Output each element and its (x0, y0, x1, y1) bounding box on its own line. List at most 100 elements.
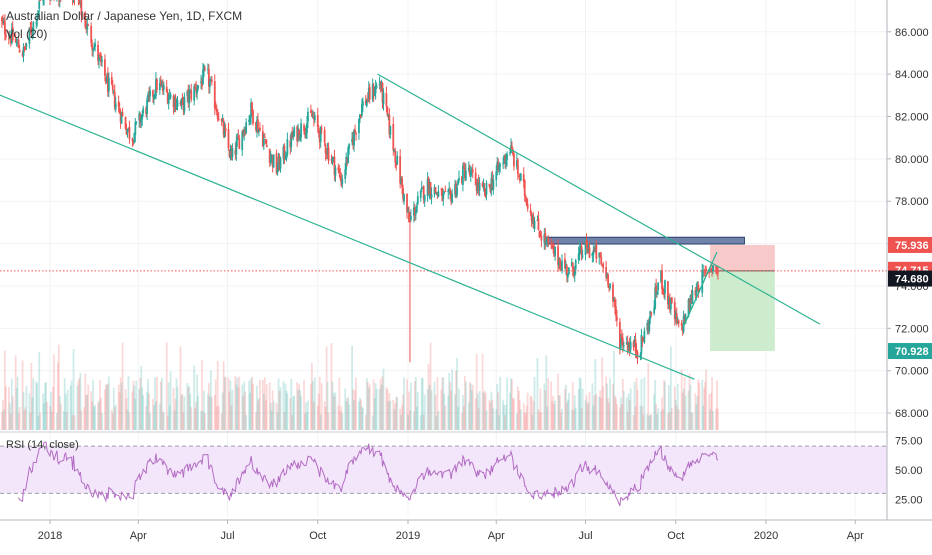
trendline-lower-channel[interactable] (0, 91, 694, 379)
volume-bar (431, 390, 433, 430)
candle-body (263, 139, 265, 146)
candle-body (623, 345, 625, 346)
volume-bar (335, 392, 337, 430)
take-profit-zone[interactable] (710, 271, 775, 351)
candle-body (486, 183, 488, 195)
candle-body (328, 147, 330, 160)
volume-bar (286, 393, 288, 430)
volume-bar (630, 388, 632, 430)
volume-bar (204, 413, 206, 430)
candle-body (479, 183, 481, 191)
volume-bar (369, 385, 371, 430)
time-tick-label: 2018 (38, 530, 62, 542)
candle-body (38, 2, 40, 9)
price-label-text-target: 70.928 (895, 346, 929, 358)
price-label-text-current: 74.680 (895, 274, 929, 286)
candle-body (561, 261, 563, 271)
candle-body (417, 196, 419, 204)
volume-bar (506, 378, 508, 430)
volume-bar (479, 391, 481, 430)
volume-bar (424, 395, 426, 430)
volume-bar (273, 401, 275, 430)
volume-bar (582, 389, 584, 430)
candle-body (129, 127, 131, 139)
candle-body (245, 122, 247, 133)
candle-body (232, 148, 234, 157)
volume-bar (623, 391, 625, 430)
volume-bar (465, 381, 467, 430)
wedge-line[interactable] (683, 265, 711, 329)
volume-bar (650, 414, 652, 430)
candle-body (115, 103, 117, 109)
volume-bar (444, 406, 446, 430)
price-tick-label: 78.000 (895, 196, 929, 208)
volume-bar (355, 378, 357, 430)
volume-bar (12, 396, 14, 430)
volume-bar (108, 376, 110, 430)
candle-body (643, 331, 645, 342)
candle-body (383, 92, 385, 104)
volume-bar (417, 392, 419, 430)
candle-body (458, 178, 460, 181)
volume-bar (46, 402, 48, 430)
resistance-zone[interactable] (544, 237, 744, 244)
candle-body (156, 79, 158, 90)
candlesticks (0, 0, 719, 364)
price-tick-label: 82.000 (895, 112, 929, 124)
volume-bar (94, 405, 96, 430)
candle-body (431, 194, 433, 198)
rsi-tick-label: 75.00 (895, 435, 923, 447)
volume-bar (156, 377, 158, 430)
candle-body (416, 206, 418, 213)
volume-bar (575, 407, 577, 430)
candle-body (524, 180, 526, 196)
candle-body (678, 321, 680, 324)
candle-body (264, 137, 266, 138)
volume-bar (307, 401, 309, 430)
candle-body (266, 145, 268, 147)
candle-body (616, 317, 618, 321)
volume-bar (197, 396, 199, 430)
price-tick-label: 72.000 (895, 323, 929, 335)
volume-bar (341, 413, 343, 430)
volume-bar (616, 404, 618, 430)
volume-bar (403, 377, 405, 430)
time-tick-label: Jul (578, 530, 592, 542)
candle-body (650, 312, 652, 314)
volume-bar (211, 397, 213, 430)
candle-body (396, 156, 398, 165)
volume-bar (190, 407, 192, 430)
volume-bar (32, 378, 34, 430)
volume-bar (492, 408, 494, 430)
time-tick-label: Oct (309, 530, 326, 542)
volume-bar (671, 408, 673, 430)
volume-bar (540, 412, 542, 430)
volume-bar (451, 369, 453, 430)
candle-body (273, 155, 275, 168)
volume-bar (266, 384, 268, 430)
volume-bar (486, 410, 488, 430)
candle-body (506, 154, 508, 160)
candle-body (307, 112, 309, 122)
time-tick-label: 2019 (396, 530, 420, 542)
candle-body (218, 119, 220, 120)
candle-body (609, 283, 611, 288)
volume-bar (692, 412, 694, 430)
candle-body (392, 124, 394, 150)
candle-body (209, 82, 211, 87)
candle-body (443, 192, 445, 193)
candle-body (456, 187, 458, 196)
volume-bar (362, 408, 364, 430)
candle-body (717, 272, 719, 273)
price-label-text-stop: 75.936 (895, 240, 929, 252)
candle-body (177, 101, 179, 107)
volume-bar (410, 382, 412, 430)
volume-bar (712, 411, 714, 430)
volume-bar (513, 398, 515, 430)
candle-body (142, 108, 144, 113)
candle-body (595, 244, 597, 258)
volume-bar (376, 389, 378, 430)
candle-body (492, 180, 494, 190)
volume-bar (5, 386, 7, 430)
